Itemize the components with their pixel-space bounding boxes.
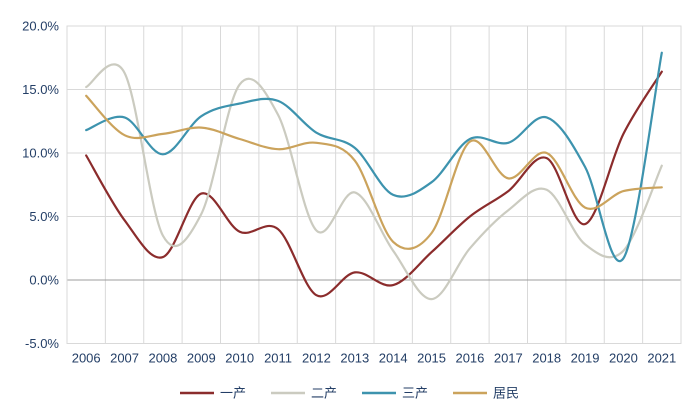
x-axis-label: 2012 xyxy=(302,351,331,366)
y-axis-label: 15.0% xyxy=(22,82,59,97)
legend-label-二产: 二产 xyxy=(311,386,337,401)
x-axis-label: 2017 xyxy=(494,351,523,366)
legend-label-一产: 一产 xyxy=(220,386,246,401)
legend-label-居民: 居民 xyxy=(493,386,519,401)
x-axis-label: 2021 xyxy=(647,351,676,366)
y-axis-label: -5.0% xyxy=(25,336,59,351)
x-axis-label: 2006 xyxy=(72,351,101,366)
x-axis-label: 2011 xyxy=(264,351,292,366)
y-axis-label: 5.0% xyxy=(29,209,59,224)
x-axis-label: 2010 xyxy=(225,351,254,366)
x-axis-label: 2015 xyxy=(417,351,446,366)
x-axis-label: 2019 xyxy=(571,351,600,366)
series-line-一产 xyxy=(85,70,663,298)
y-axis-label: 20.0% xyxy=(22,19,59,34)
series-line-二产 xyxy=(85,63,663,301)
series-line-三产 xyxy=(85,51,663,263)
plot-border xyxy=(66,25,682,344)
y-axis-label: 0.0% xyxy=(29,273,59,288)
x-axis-label: 2016 xyxy=(455,351,484,366)
x-axis-label: 2014 xyxy=(379,351,408,366)
x-axis-label: 2018 xyxy=(532,351,561,366)
x-axis-label: 2013 xyxy=(340,351,369,366)
x-axis-label: 2008 xyxy=(148,351,177,366)
x-axis-label: 2007 xyxy=(110,351,139,366)
legend-label-三产: 三产 xyxy=(402,386,428,401)
series-line-居民 xyxy=(85,94,663,250)
x-axis-label: 2020 xyxy=(609,351,638,366)
x-axis-label: 2009 xyxy=(187,351,216,366)
y-axis-label: 10.0% xyxy=(22,146,59,161)
